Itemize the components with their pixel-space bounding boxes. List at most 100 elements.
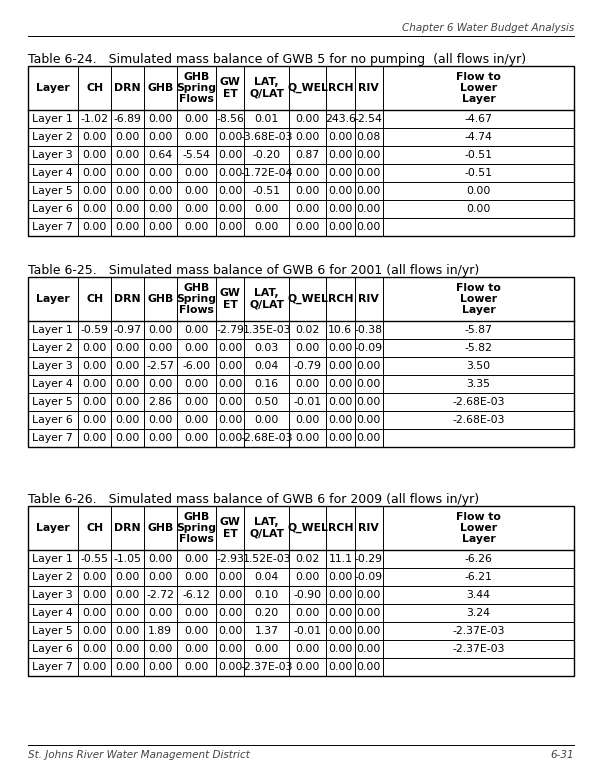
- Text: 0.00: 0.00: [218, 204, 242, 214]
- Text: 0.00: 0.00: [148, 186, 172, 196]
- Text: 0.00: 0.00: [295, 204, 320, 214]
- Text: -6.00: -6.00: [182, 361, 210, 371]
- Text: 3.35: 3.35: [466, 379, 490, 389]
- Text: 0.00: 0.00: [218, 433, 242, 443]
- Text: 0.00: 0.00: [82, 186, 107, 196]
- Text: 0.00: 0.00: [466, 186, 491, 196]
- Text: 0.00: 0.00: [82, 644, 107, 654]
- Text: 0.00: 0.00: [82, 433, 107, 443]
- Text: 0.00: 0.00: [184, 168, 208, 178]
- Text: -1.72E-04: -1.72E-04: [241, 168, 293, 178]
- Text: Layer 3: Layer 3: [32, 361, 73, 371]
- Text: Layer 1: Layer 1: [32, 114, 73, 124]
- Text: RCH: RCH: [328, 83, 353, 93]
- Text: 0.00: 0.00: [184, 379, 208, 389]
- Text: RIV: RIV: [358, 523, 379, 533]
- Text: Flow to
Lower
Layer: Flow to Lower Layer: [456, 283, 501, 315]
- Text: -0.97: -0.97: [113, 325, 142, 335]
- Text: 0.00: 0.00: [115, 415, 140, 425]
- Text: 0.00: 0.00: [184, 222, 208, 232]
- Text: -0.51: -0.51: [253, 186, 281, 196]
- Text: -2.68E-03: -2.68E-03: [452, 397, 505, 407]
- Text: GW
ET: GW ET: [220, 288, 241, 309]
- Text: 0.00: 0.00: [82, 397, 107, 407]
- Text: 0.08: 0.08: [356, 132, 381, 142]
- Text: -0.01: -0.01: [293, 626, 322, 636]
- Text: 0.00: 0.00: [184, 554, 208, 564]
- Text: 2.86: 2.86: [148, 397, 172, 407]
- Text: 0.03: 0.03: [254, 343, 279, 353]
- Text: 0.00: 0.00: [328, 662, 352, 672]
- Text: 0.00: 0.00: [184, 132, 208, 142]
- Text: GHB
Spring
Flows: GHB Spring Flows: [176, 512, 216, 544]
- Text: 0.00: 0.00: [328, 644, 352, 654]
- Text: Layer 6: Layer 6: [32, 415, 73, 425]
- Text: 0.87: 0.87: [295, 150, 320, 160]
- Text: 1.37: 1.37: [254, 626, 278, 636]
- Text: -2.68E-03: -2.68E-03: [241, 433, 293, 443]
- Text: DRN: DRN: [114, 294, 140, 304]
- Text: -6.21: -6.21: [464, 572, 493, 582]
- Text: 0.00: 0.00: [115, 572, 140, 582]
- Text: 0.00: 0.00: [184, 662, 208, 672]
- Text: -0.90: -0.90: [293, 590, 322, 600]
- Text: Q_WEL: Q_WEL: [287, 294, 328, 304]
- Text: Layer 4: Layer 4: [32, 608, 73, 618]
- Text: 0.00: 0.00: [356, 204, 381, 214]
- Text: 0.00: 0.00: [295, 114, 320, 124]
- Text: Layer 5: Layer 5: [32, 186, 73, 196]
- Text: 0.00: 0.00: [148, 222, 172, 232]
- Text: 0.00: 0.00: [295, 572, 320, 582]
- Text: 0.00: 0.00: [218, 132, 242, 142]
- Text: 0.00: 0.00: [115, 186, 140, 196]
- Text: 0.10: 0.10: [254, 590, 279, 600]
- Text: 0.00: 0.00: [356, 626, 381, 636]
- Text: Layer: Layer: [36, 83, 70, 93]
- Text: 0.00: 0.00: [328, 222, 352, 232]
- Text: 0.00: 0.00: [115, 397, 140, 407]
- Text: CH: CH: [86, 83, 103, 93]
- Text: 0.00: 0.00: [82, 132, 107, 142]
- Text: 0.02: 0.02: [295, 554, 320, 564]
- Text: 0.00: 0.00: [115, 343, 140, 353]
- Text: 0.00: 0.00: [328, 572, 352, 582]
- Text: 1.35E-03: 1.35E-03: [242, 325, 291, 335]
- Text: 0.00: 0.00: [148, 379, 172, 389]
- Text: DRN: DRN: [114, 523, 140, 533]
- Text: 0.00: 0.00: [148, 662, 172, 672]
- Text: 0.00: 0.00: [328, 204, 352, 214]
- Text: Layer 4: Layer 4: [32, 168, 73, 178]
- Text: 0.00: 0.00: [254, 222, 279, 232]
- Text: 0.00: 0.00: [115, 662, 140, 672]
- Text: -2.54: -2.54: [355, 114, 383, 124]
- Text: -2.37E-03: -2.37E-03: [452, 644, 505, 654]
- Text: 0.00: 0.00: [218, 168, 242, 178]
- Text: 0.00: 0.00: [218, 590, 242, 600]
- Text: 0.02: 0.02: [295, 325, 320, 335]
- Text: -3.68E-03: -3.68E-03: [241, 132, 293, 142]
- Text: Table 6-26.   Simulated mass balance of GWB 6 for 2009 (all flows in/yr): Table 6-26. Simulated mass balance of GW…: [28, 493, 479, 506]
- Text: 3.44: 3.44: [466, 590, 490, 600]
- Text: 0.00: 0.00: [184, 415, 208, 425]
- Text: RIV: RIV: [358, 294, 379, 304]
- Text: 0.00: 0.00: [82, 415, 107, 425]
- Text: Layer 2: Layer 2: [32, 132, 73, 142]
- Text: 0.00: 0.00: [218, 186, 242, 196]
- Text: -0.51: -0.51: [464, 168, 493, 178]
- Text: 0.00: 0.00: [82, 590, 107, 600]
- Text: Chapter 6 Water Budget Analysis: Chapter 6 Water Budget Analysis: [402, 23, 574, 33]
- Text: 0.00: 0.00: [218, 572, 242, 582]
- Text: 0.00: 0.00: [356, 186, 381, 196]
- Text: 0.00: 0.00: [148, 433, 172, 443]
- Text: 0.00: 0.00: [328, 379, 352, 389]
- Text: 0.00: 0.00: [184, 572, 208, 582]
- Text: -5.54: -5.54: [182, 150, 210, 160]
- Text: Table 6-24.   Simulated mass balance of GWB 5 for no pumping  (all flows in/yr): Table 6-24. Simulated mass balance of GW…: [28, 53, 526, 66]
- Text: 0.00: 0.00: [328, 132, 352, 142]
- Text: -0.55: -0.55: [80, 554, 109, 564]
- Text: -1.02: -1.02: [80, 114, 109, 124]
- Text: 0.00: 0.00: [295, 379, 320, 389]
- Text: 0.00: 0.00: [254, 204, 279, 214]
- Text: Layer 5: Layer 5: [32, 397, 73, 407]
- Text: 0.00: 0.00: [148, 132, 172, 142]
